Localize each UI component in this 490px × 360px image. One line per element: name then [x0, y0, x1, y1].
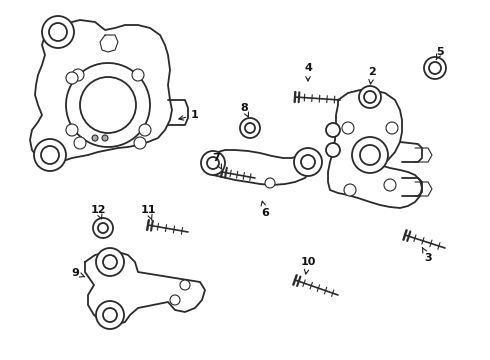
Circle shape	[34, 139, 66, 171]
Circle shape	[72, 69, 84, 81]
Circle shape	[49, 23, 67, 41]
Text: 6: 6	[261, 201, 269, 218]
Circle shape	[93, 218, 113, 238]
Circle shape	[92, 135, 98, 141]
Text: 11: 11	[140, 205, 156, 220]
Circle shape	[386, 122, 398, 134]
Circle shape	[201, 151, 225, 175]
Circle shape	[342, 122, 354, 134]
Circle shape	[96, 301, 124, 329]
Circle shape	[170, 295, 180, 305]
Circle shape	[66, 124, 78, 136]
Circle shape	[326, 123, 340, 137]
Text: 2: 2	[368, 67, 376, 84]
Circle shape	[326, 143, 340, 157]
Circle shape	[80, 77, 136, 133]
Circle shape	[41, 146, 59, 164]
Circle shape	[102, 135, 108, 141]
Text: 4: 4	[304, 63, 312, 81]
Circle shape	[240, 118, 260, 138]
Text: 12: 12	[90, 205, 106, 219]
Circle shape	[180, 280, 190, 290]
Circle shape	[103, 308, 117, 322]
Circle shape	[429, 62, 441, 74]
Circle shape	[294, 148, 322, 176]
Circle shape	[103, 255, 117, 269]
Circle shape	[132, 69, 144, 81]
Text: 5: 5	[436, 47, 444, 60]
Text: 9: 9	[71, 268, 85, 278]
Text: 8: 8	[240, 103, 248, 117]
Circle shape	[364, 91, 376, 103]
Circle shape	[344, 184, 356, 196]
Text: 7: 7	[212, 153, 221, 169]
Circle shape	[207, 157, 219, 169]
Circle shape	[265, 178, 275, 188]
Circle shape	[42, 16, 74, 48]
Circle shape	[66, 72, 78, 84]
Circle shape	[245, 123, 255, 133]
Circle shape	[98, 223, 108, 233]
Circle shape	[301, 155, 315, 169]
Text: 3: 3	[422, 248, 432, 263]
Circle shape	[96, 248, 124, 276]
Circle shape	[359, 86, 381, 108]
Circle shape	[384, 179, 396, 191]
Circle shape	[360, 145, 380, 165]
Circle shape	[66, 63, 150, 147]
Circle shape	[134, 137, 146, 149]
Text: 10: 10	[300, 257, 316, 274]
Circle shape	[74, 137, 86, 149]
Circle shape	[139, 124, 151, 136]
Text: 1: 1	[179, 110, 199, 120]
Circle shape	[352, 137, 388, 173]
Circle shape	[424, 57, 446, 79]
